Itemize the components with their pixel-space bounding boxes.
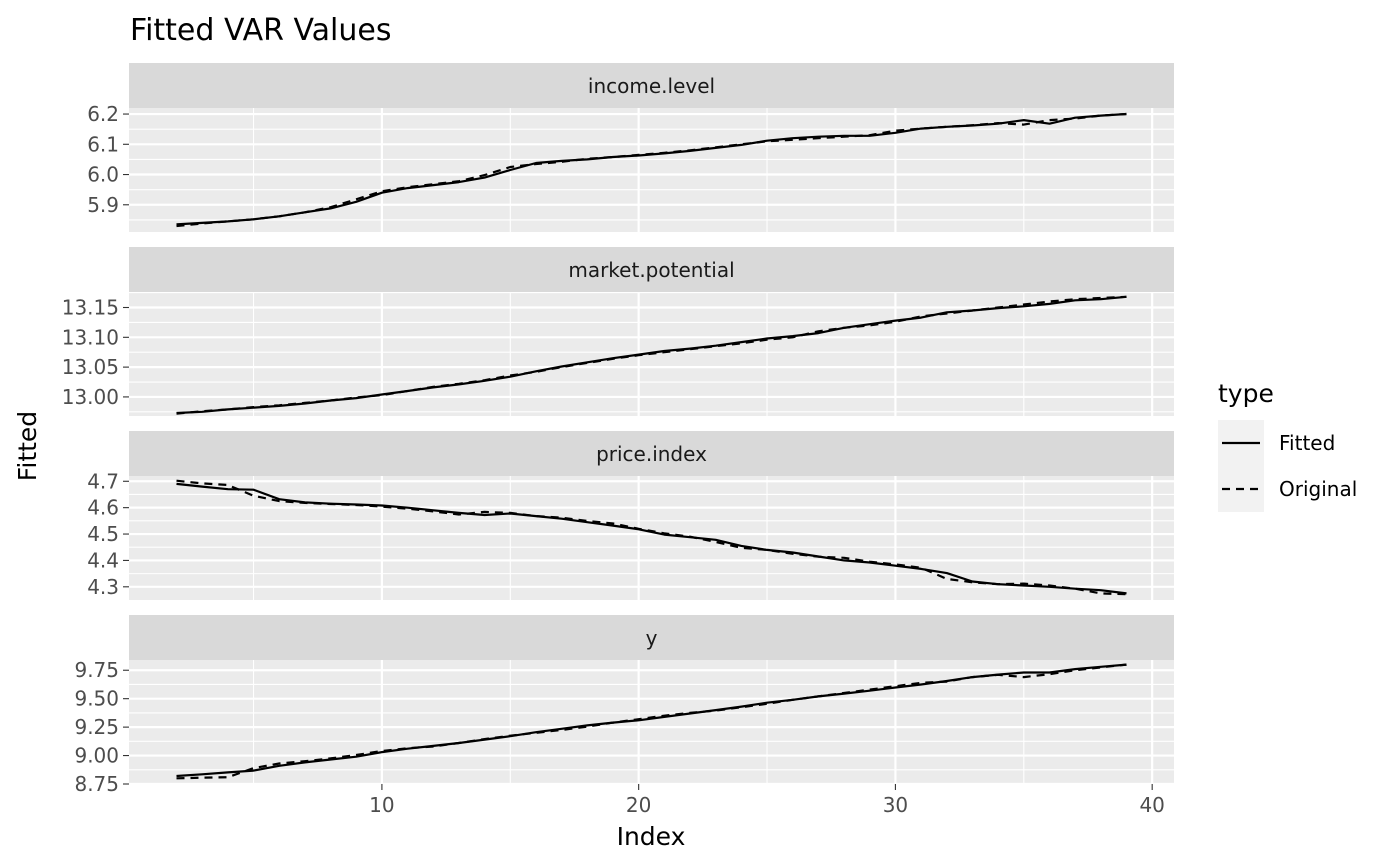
series-line-original xyxy=(176,663,1127,780)
y-tick-label: 6.2 xyxy=(87,102,119,126)
strip-background xyxy=(129,63,1174,108)
y-tick-label: 4.3 xyxy=(87,575,119,599)
legend-title: type xyxy=(1218,379,1274,408)
y-tick-label: 9.50 xyxy=(74,687,119,711)
y-tick-label: 13.00 xyxy=(62,385,119,409)
legend-label-original: Original xyxy=(1279,477,1357,501)
strip-label: y xyxy=(646,626,658,650)
y-tick-label: 13.05 xyxy=(62,355,119,379)
y-tick-label: 13.15 xyxy=(62,296,119,320)
y-tick-label: 5.9 xyxy=(87,193,119,217)
strip-label: price.index xyxy=(596,442,707,466)
strip-label: market.potential xyxy=(568,258,734,282)
legend: type Fitted Original xyxy=(1218,379,1357,512)
strip-background xyxy=(129,615,1174,660)
legend-label-fitted: Fitted xyxy=(1279,431,1335,455)
series-line-original xyxy=(176,479,1127,596)
x-axis-title: Index xyxy=(617,822,686,851)
y-tick-label: 4.6 xyxy=(87,496,119,520)
x-tick-label: 30 xyxy=(883,793,908,817)
y-tick-label: 9.00 xyxy=(74,744,119,768)
chart-title: Fitted VAR Values xyxy=(130,13,392,48)
y-tick-label: 13.10 xyxy=(62,325,119,349)
strip-background xyxy=(129,431,1174,476)
y-tick-label: 8.75 xyxy=(74,772,119,796)
y-tick-label: 9.75 xyxy=(74,658,119,682)
y-tick-label: 4.5 xyxy=(87,522,119,546)
panel-background xyxy=(129,476,1174,600)
facet-panels: income.level 5.9 6.0 6.1 6.2 market.potential… xyxy=(62,63,1174,796)
x-axis: 10 20 30 40 xyxy=(369,784,1165,817)
x-tick-label: 20 xyxy=(626,793,651,817)
x-tick-label: 40 xyxy=(1139,793,1164,817)
y-tick-label: 4.4 xyxy=(87,548,119,572)
series-line-original xyxy=(176,295,1127,415)
legend-item-fitted: Fitted xyxy=(1218,420,1335,466)
legend-item-original: Original xyxy=(1218,466,1357,512)
y-axis-title: Fitted xyxy=(13,411,42,481)
panel-income-level: income.level 5.9 6.0 6.1 6.2 xyxy=(87,63,1174,232)
y-tick-label: 6.1 xyxy=(87,132,119,156)
y-tick-label: 6.0 xyxy=(87,163,119,187)
panel-y: y 8.75 9.00 9.25 9.50 9.75 xyxy=(74,615,1174,796)
panel-price-index: price.index 4.3 4.44.54.6 4.7 xyxy=(87,431,1174,600)
panel-market-potential: market.potential 13.00 13.05 13.10 13.15 xyxy=(62,247,1174,416)
series-line-original xyxy=(176,112,1127,228)
strip-background xyxy=(129,247,1174,292)
y-tick-label: 4.7 xyxy=(87,469,119,493)
x-tick-label: 10 xyxy=(369,793,394,817)
panel-background xyxy=(129,108,1174,232)
y-tick-label: 9.25 xyxy=(74,715,119,739)
strip-label: income.level xyxy=(588,74,715,98)
